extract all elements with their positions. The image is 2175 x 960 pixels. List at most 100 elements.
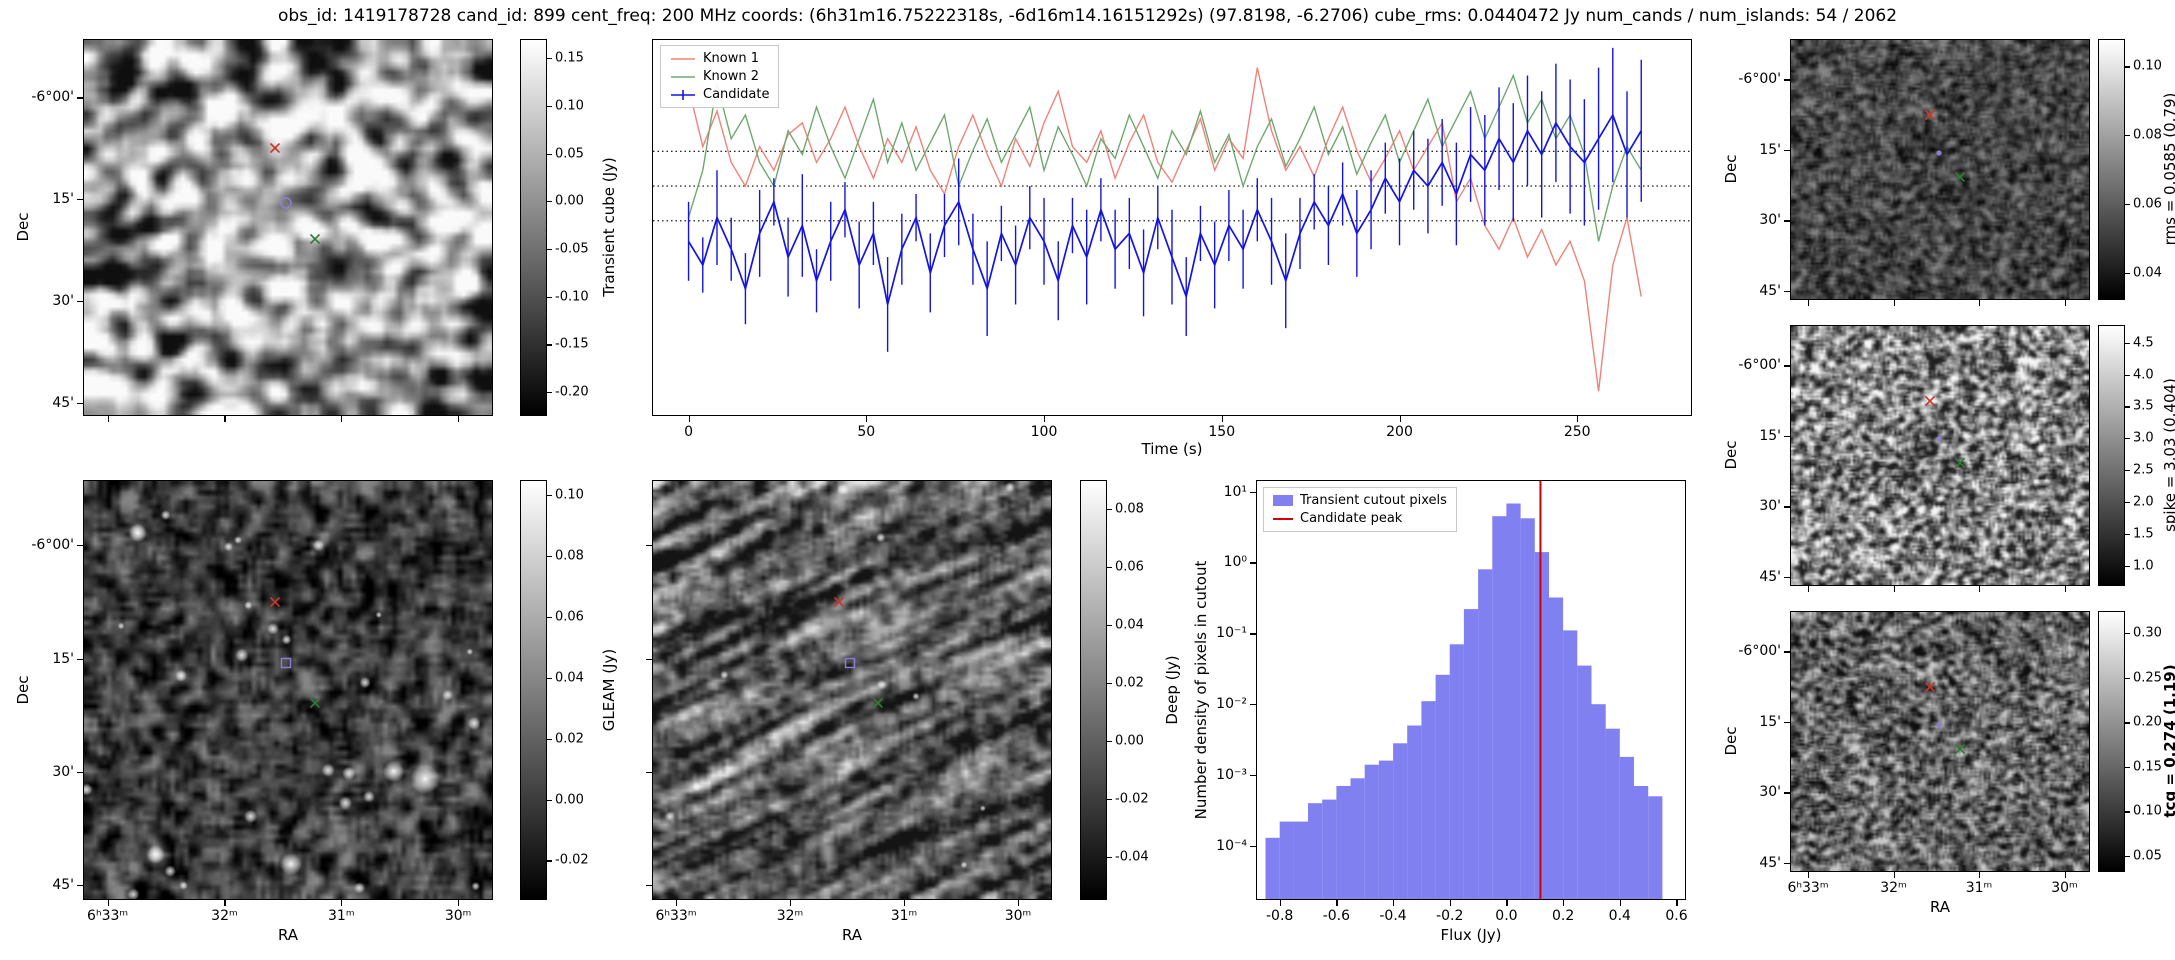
colorbar-tick-label: 1.5 (2133, 526, 2154, 542)
ra-tick (1893, 872, 1895, 878)
ra-tick (1893, 300, 1895, 306)
colorbar-tick-label: -0.15 (555, 336, 589, 352)
tcg-colorbar (2098, 611, 2125, 872)
dec-tick-label: 30' (52, 293, 74, 309)
dec-tick-label: 30' (1759, 212, 1781, 229)
hist-bar (1591, 704, 1606, 899)
colorbar-tick-label: -0.20 (555, 384, 589, 400)
rms-map-cutout (1790, 39, 2090, 300)
dec-tick (1784, 506, 1790, 508)
ra-tick (790, 900, 792, 906)
ra-tick-label: 31ᵐ (890, 908, 918, 924)
colorbar-tick-label: 0.06 (1115, 559, 1144, 575)
colorbar-tick (2125, 722, 2130, 724)
colorbar-tick-label: -0.04 (1115, 849, 1149, 865)
colorbar-tick-label: 1.0 (2133, 558, 2154, 574)
colorbar-tick-label: 0.10 (555, 98, 584, 114)
flux-tick (1393, 900, 1395, 906)
dec-tick (1784, 721, 1790, 724)
lightcurve-plot (653, 47, 1691, 392)
legend-label: Transient cutout pixels (1300, 493, 1447, 508)
colorbar-tick-label: 0.02 (555, 731, 584, 747)
hist-bar (1520, 518, 1535, 899)
dec-tick-label: 45' (52, 394, 74, 411)
dec-tick (77, 771, 83, 774)
time-tick (1577, 416, 1579, 422)
colorbar-tick (2125, 406, 2130, 408)
colorbar-tick (2125, 66, 2130, 68)
candidate-marker-circle (280, 197, 292, 209)
colorbar-tick (2125, 533, 2130, 535)
colorbar-tick-label: 3.5 (2133, 398, 2154, 414)
hist-bar (1435, 674, 1450, 899)
legend-entry: Known 1 (670, 51, 769, 66)
colorbar-tick (547, 153, 552, 155)
flux-tick (1563, 900, 1565, 906)
density-tick (1250, 704, 1256, 706)
colorbar-tick (2125, 565, 2130, 567)
colorbar-tick (2125, 633, 2130, 635)
spike-colorbar (2098, 325, 2125, 586)
dec-tick-label: -6°00' (1738, 357, 1781, 374)
known1-marker-x (1925, 109, 1936, 120)
series-candidate (687, 113, 1642, 305)
dec-tick (1784, 79, 1790, 81)
known2-marker-x (1954, 744, 1965, 755)
ra-axis-label: RA (1929, 898, 1951, 916)
known1-marker-x (834, 596, 845, 607)
dec-tick-label: 45' (1759, 568, 1781, 585)
hist-bar (1364, 764, 1379, 899)
ra-tick (1893, 586, 1895, 592)
ra-tick (2064, 872, 2066, 878)
deep-colorbar-gradient (1081, 481, 1106, 899)
colorbar-tick (2125, 272, 2130, 274)
ra-tick (107, 416, 109, 422)
dec-tick (1784, 576, 1790, 579)
dec-tick (646, 885, 652, 887)
hist-bar (1322, 799, 1337, 899)
density-tick (1250, 562, 1256, 564)
ra-tick (1808, 872, 1810, 878)
lightcurve-legend: Known 1 Known 2 Candidate (660, 45, 780, 108)
known1-marker-x (1925, 395, 1936, 406)
hist-bar (1563, 630, 1578, 899)
legend-line-glyph (671, 89, 695, 100)
lightcurve-panel (652, 39, 1692, 416)
flux-tick (1336, 900, 1338, 906)
dec-tick-label: 45' (1759, 282, 1781, 299)
colorbar-tick-label: 0.04 (555, 670, 584, 686)
dec-tick (646, 658, 652, 660)
density-tick-label: 10⁻² (1216, 696, 1247, 713)
ra-tick (458, 416, 460, 422)
ra-tick (458, 900, 460, 906)
ra-tick-label: 31ᵐ (328, 908, 355, 924)
colorbar-tick-label: 0.00 (555, 193, 584, 209)
colorbar-tick-label: 0.10 (2133, 803, 2162, 819)
gleam-image (84, 481, 492, 899)
colorbar-tick-label: 2.0 (2133, 494, 2154, 510)
deep-image-cutout (652, 480, 1052, 900)
colorbar-tick (2125, 438, 2130, 440)
hist-bar (1548, 597, 1564, 899)
colorbar-tick-label: 0.04 (2133, 265, 2162, 281)
hist-bar (1492, 516, 1507, 899)
flux-tick-label: -0.8 (1266, 908, 1294, 924)
hist-bar (1279, 821, 1294, 899)
density-tick (1250, 491, 1256, 493)
dec-tick (77, 199, 83, 201)
density-tick (1250, 775, 1256, 777)
colorbar-tick-label: -0.05 (555, 241, 589, 257)
tcg-colorbar-gradient (2099, 612, 2124, 871)
tcg-colorbar-label: tcg = 0.274 (1.19) (2161, 664, 2175, 818)
candidate-marker-dot (1935, 721, 1942, 728)
ra-tick (904, 900, 906, 906)
dec-tick (1784, 435, 1790, 438)
dec-tick (77, 658, 83, 660)
dec-tick-label: 45' (52, 877, 74, 894)
time-tick-label: 200 (1386, 424, 1413, 440)
known2-marker-x (1954, 458, 1965, 469)
flux-tick-label: -0.4 (1379, 908, 1407, 924)
ra-tick (1979, 300, 1981, 306)
legend-label: Candidate (703, 87, 770, 102)
